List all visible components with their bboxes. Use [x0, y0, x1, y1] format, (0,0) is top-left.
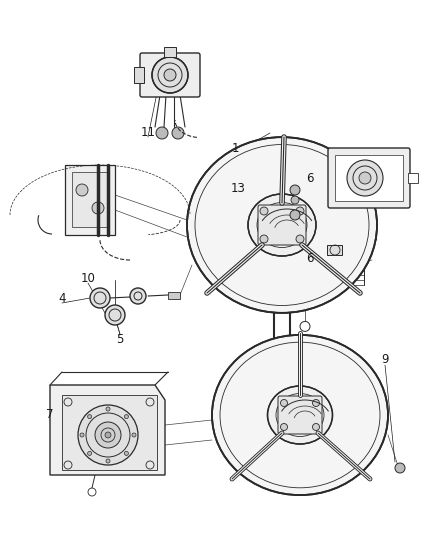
Circle shape: [95, 422, 121, 448]
Bar: [334, 155, 402, 201]
Text: 1: 1: [231, 141, 238, 155]
Circle shape: [88, 451, 92, 455]
Circle shape: [172, 127, 184, 139]
Circle shape: [280, 400, 287, 407]
Circle shape: [88, 415, 92, 418]
Text: 4: 4: [58, 292, 66, 304]
Circle shape: [80, 433, 84, 437]
Text: 9: 9: [380, 353, 388, 367]
Circle shape: [132, 433, 136, 437]
Bar: [72, 172, 108, 227]
Bar: [326, 245, 341, 255]
Ellipse shape: [247, 194, 315, 256]
Circle shape: [106, 459, 110, 463]
Circle shape: [124, 451, 128, 455]
Text: 7: 7: [46, 408, 53, 422]
Circle shape: [105, 305, 125, 325]
Circle shape: [259, 235, 267, 243]
Ellipse shape: [267, 386, 332, 444]
Circle shape: [290, 185, 299, 195]
Bar: [65, 165, 115, 235]
Text: 13: 13: [230, 182, 245, 195]
Circle shape: [358, 172, 370, 184]
Circle shape: [290, 210, 299, 220]
Bar: [134, 67, 144, 83]
Bar: [62, 395, 157, 470]
Circle shape: [295, 207, 303, 215]
Ellipse shape: [187, 137, 376, 313]
Text: 5: 5: [116, 334, 124, 346]
Circle shape: [259, 207, 267, 215]
Circle shape: [92, 202, 104, 214]
Circle shape: [78, 405, 138, 465]
Circle shape: [280, 424, 287, 431]
Circle shape: [346, 160, 382, 196]
Circle shape: [76, 184, 88, 196]
Circle shape: [124, 415, 128, 418]
Circle shape: [295, 235, 303, 243]
Circle shape: [312, 424, 319, 431]
Circle shape: [155, 127, 168, 139]
FancyBboxPatch shape: [327, 148, 409, 208]
Circle shape: [394, 463, 404, 473]
Bar: [168, 292, 180, 299]
Circle shape: [106, 407, 110, 411]
Circle shape: [130, 288, 146, 304]
Circle shape: [105, 432, 111, 438]
Circle shape: [290, 196, 298, 204]
Text: 11: 11: [140, 125, 155, 139]
FancyBboxPatch shape: [258, 205, 305, 245]
Circle shape: [90, 288, 110, 308]
Circle shape: [152, 57, 187, 93]
Text: 6: 6: [306, 172, 313, 184]
Bar: [407, 173, 417, 183]
Polygon shape: [50, 385, 165, 475]
Circle shape: [164, 69, 176, 81]
Text: 10: 10: [81, 271, 95, 285]
Circle shape: [312, 400, 319, 407]
Ellipse shape: [212, 335, 387, 495]
Bar: [164, 47, 176, 57]
Text: 6: 6: [306, 252, 313, 264]
FancyBboxPatch shape: [140, 53, 200, 97]
FancyBboxPatch shape: [277, 396, 321, 434]
